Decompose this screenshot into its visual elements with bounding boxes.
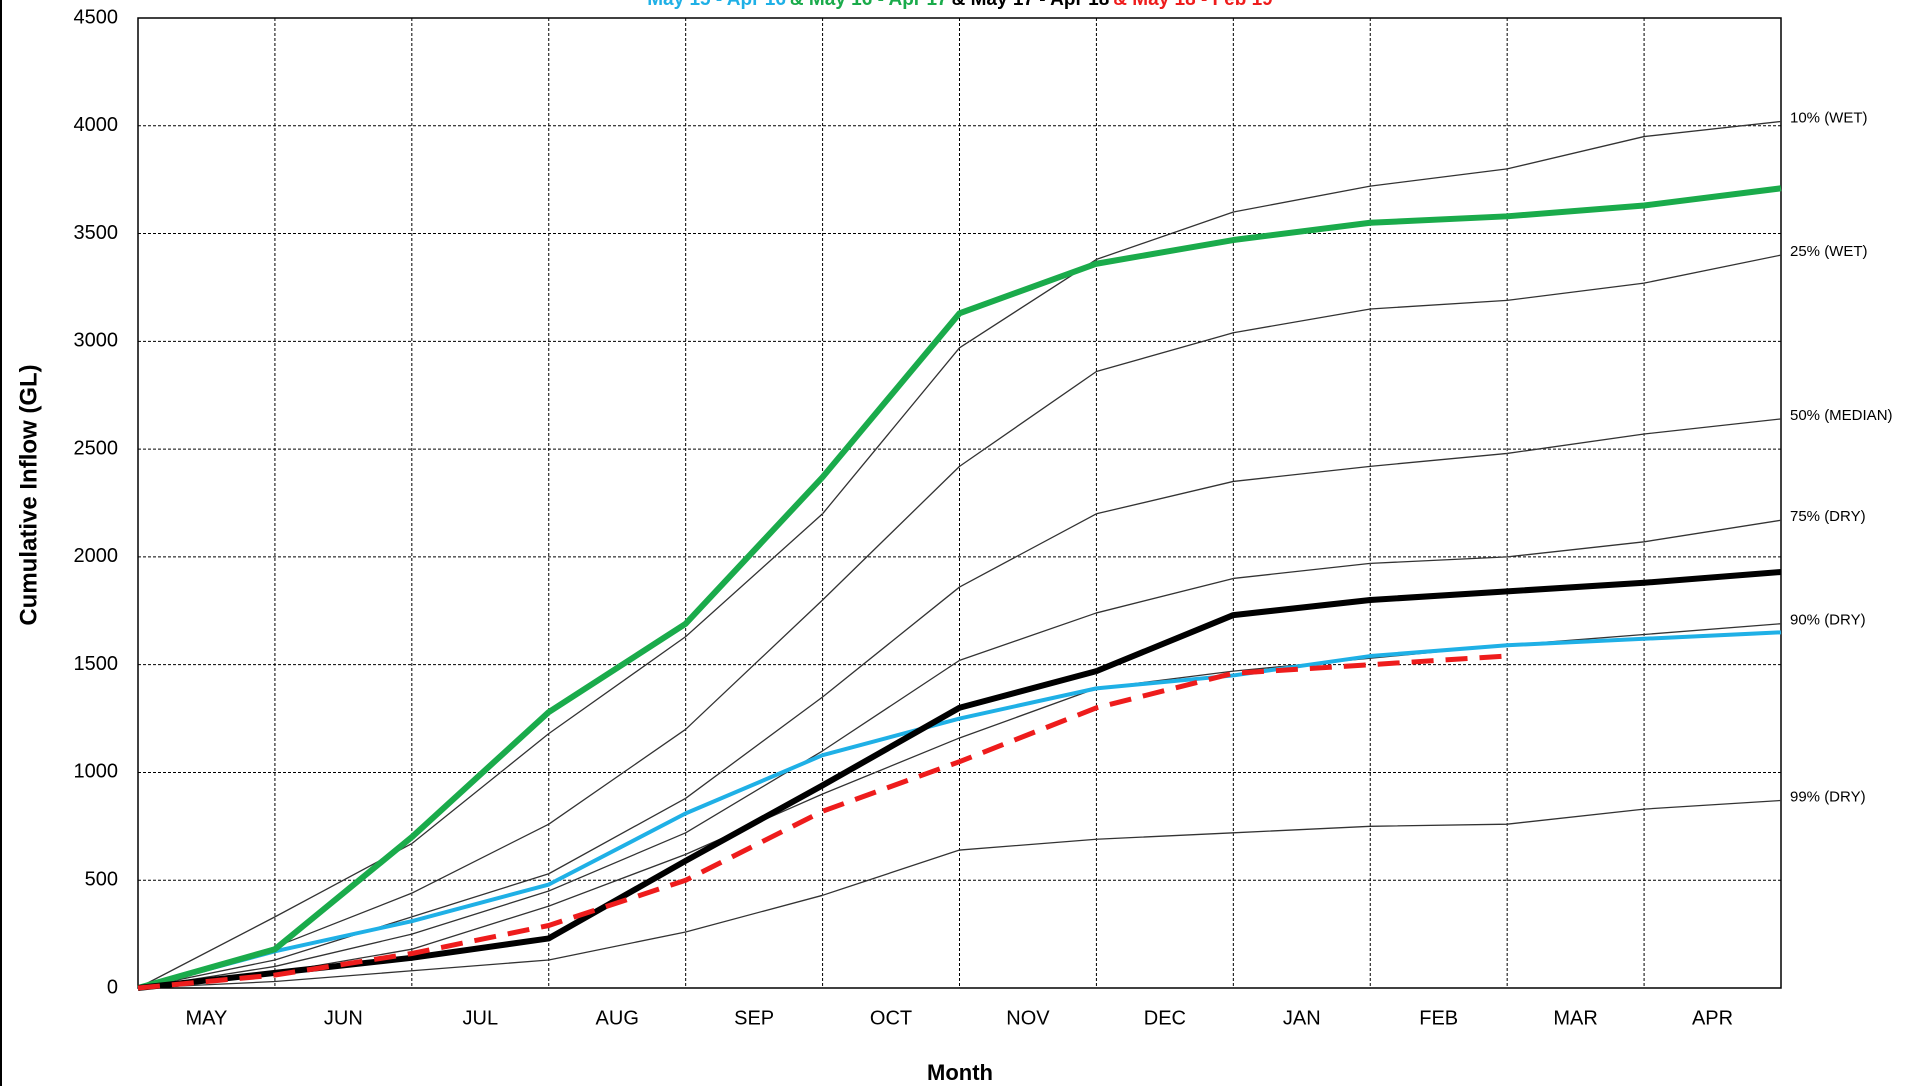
line-label: 75% (DRY): [1790, 508, 1866, 525]
y-tick-label: 2500: [74, 437, 119, 459]
x-tick-label: OCT: [870, 1007, 912, 1029]
legend-entry: May 15 - Apr 16: [647, 0, 786, 10]
y-tick-label: 1000: [74, 761, 119, 783]
x-tick-label: AUG: [596, 1007, 639, 1029]
x-tick-label: NOV: [1006, 1007, 1050, 1029]
legend: May 15 - Apr 16 & May 16 - Apr 17 & May 17…: [647, 0, 1273, 10]
x-tick-label: JUN: [324, 1007, 363, 1029]
data-line: [137, 185, 1782, 991]
x-tick-label: APR: [1692, 1007, 1733, 1029]
line-label: 99% (DRY): [1790, 788, 1866, 805]
y-tick-label: 4000: [74, 114, 119, 136]
y-tick-label: 0: [107, 976, 118, 998]
x-tick-label: JUL: [463, 1007, 499, 1029]
data-line: [137, 519, 1782, 989]
data-line: [137, 254, 1782, 989]
line-label: 25% (WET): [1790, 243, 1868, 260]
plot-frame: [137, 17, 1782, 989]
x-tick-label: SEP: [734, 1007, 774, 1029]
x-tick-label: JAN: [1283, 1007, 1321, 1029]
y-tick-label: 1500: [74, 653, 119, 675]
legend-entry: & May 18 - Feb 19: [1113, 0, 1272, 10]
line-label: 50% (MEDIAN): [1790, 407, 1893, 424]
y-tick-label: 3000: [74, 330, 119, 352]
y-axis-title: Cumulative Inflow (GL): [15, 364, 42, 625]
data-line: [137, 653, 1508, 991]
x-tick-label: MAY: [186, 1007, 228, 1029]
x-axis-title: Month: [927, 1060, 993, 1085]
data-line: [137, 799, 1782, 989]
data-line: [137, 568, 1782, 991]
x-tick-label: MAR: [1553, 1007, 1597, 1029]
x-tick-label: DEC: [1144, 1007, 1186, 1029]
line-label: 10% (WET): [1790, 109, 1868, 126]
y-tick-label: 2000: [74, 545, 119, 567]
legend-entry: & May 16 - Apr 17: [790, 0, 948, 10]
y-tick-label: 4500: [74, 6, 119, 28]
y-tick-label: 500: [85, 869, 118, 891]
data-line: [137, 418, 1782, 989]
data-line: [137, 630, 1782, 990]
line-label: 90% (DRY): [1790, 612, 1866, 629]
y-tick-label: 3500: [74, 222, 119, 244]
legend-entry: & May 17 - Apr 18: [952, 0, 1110, 10]
x-tick-label: FEB: [1419, 1007, 1458, 1029]
data-line: [137, 120, 1782, 989]
